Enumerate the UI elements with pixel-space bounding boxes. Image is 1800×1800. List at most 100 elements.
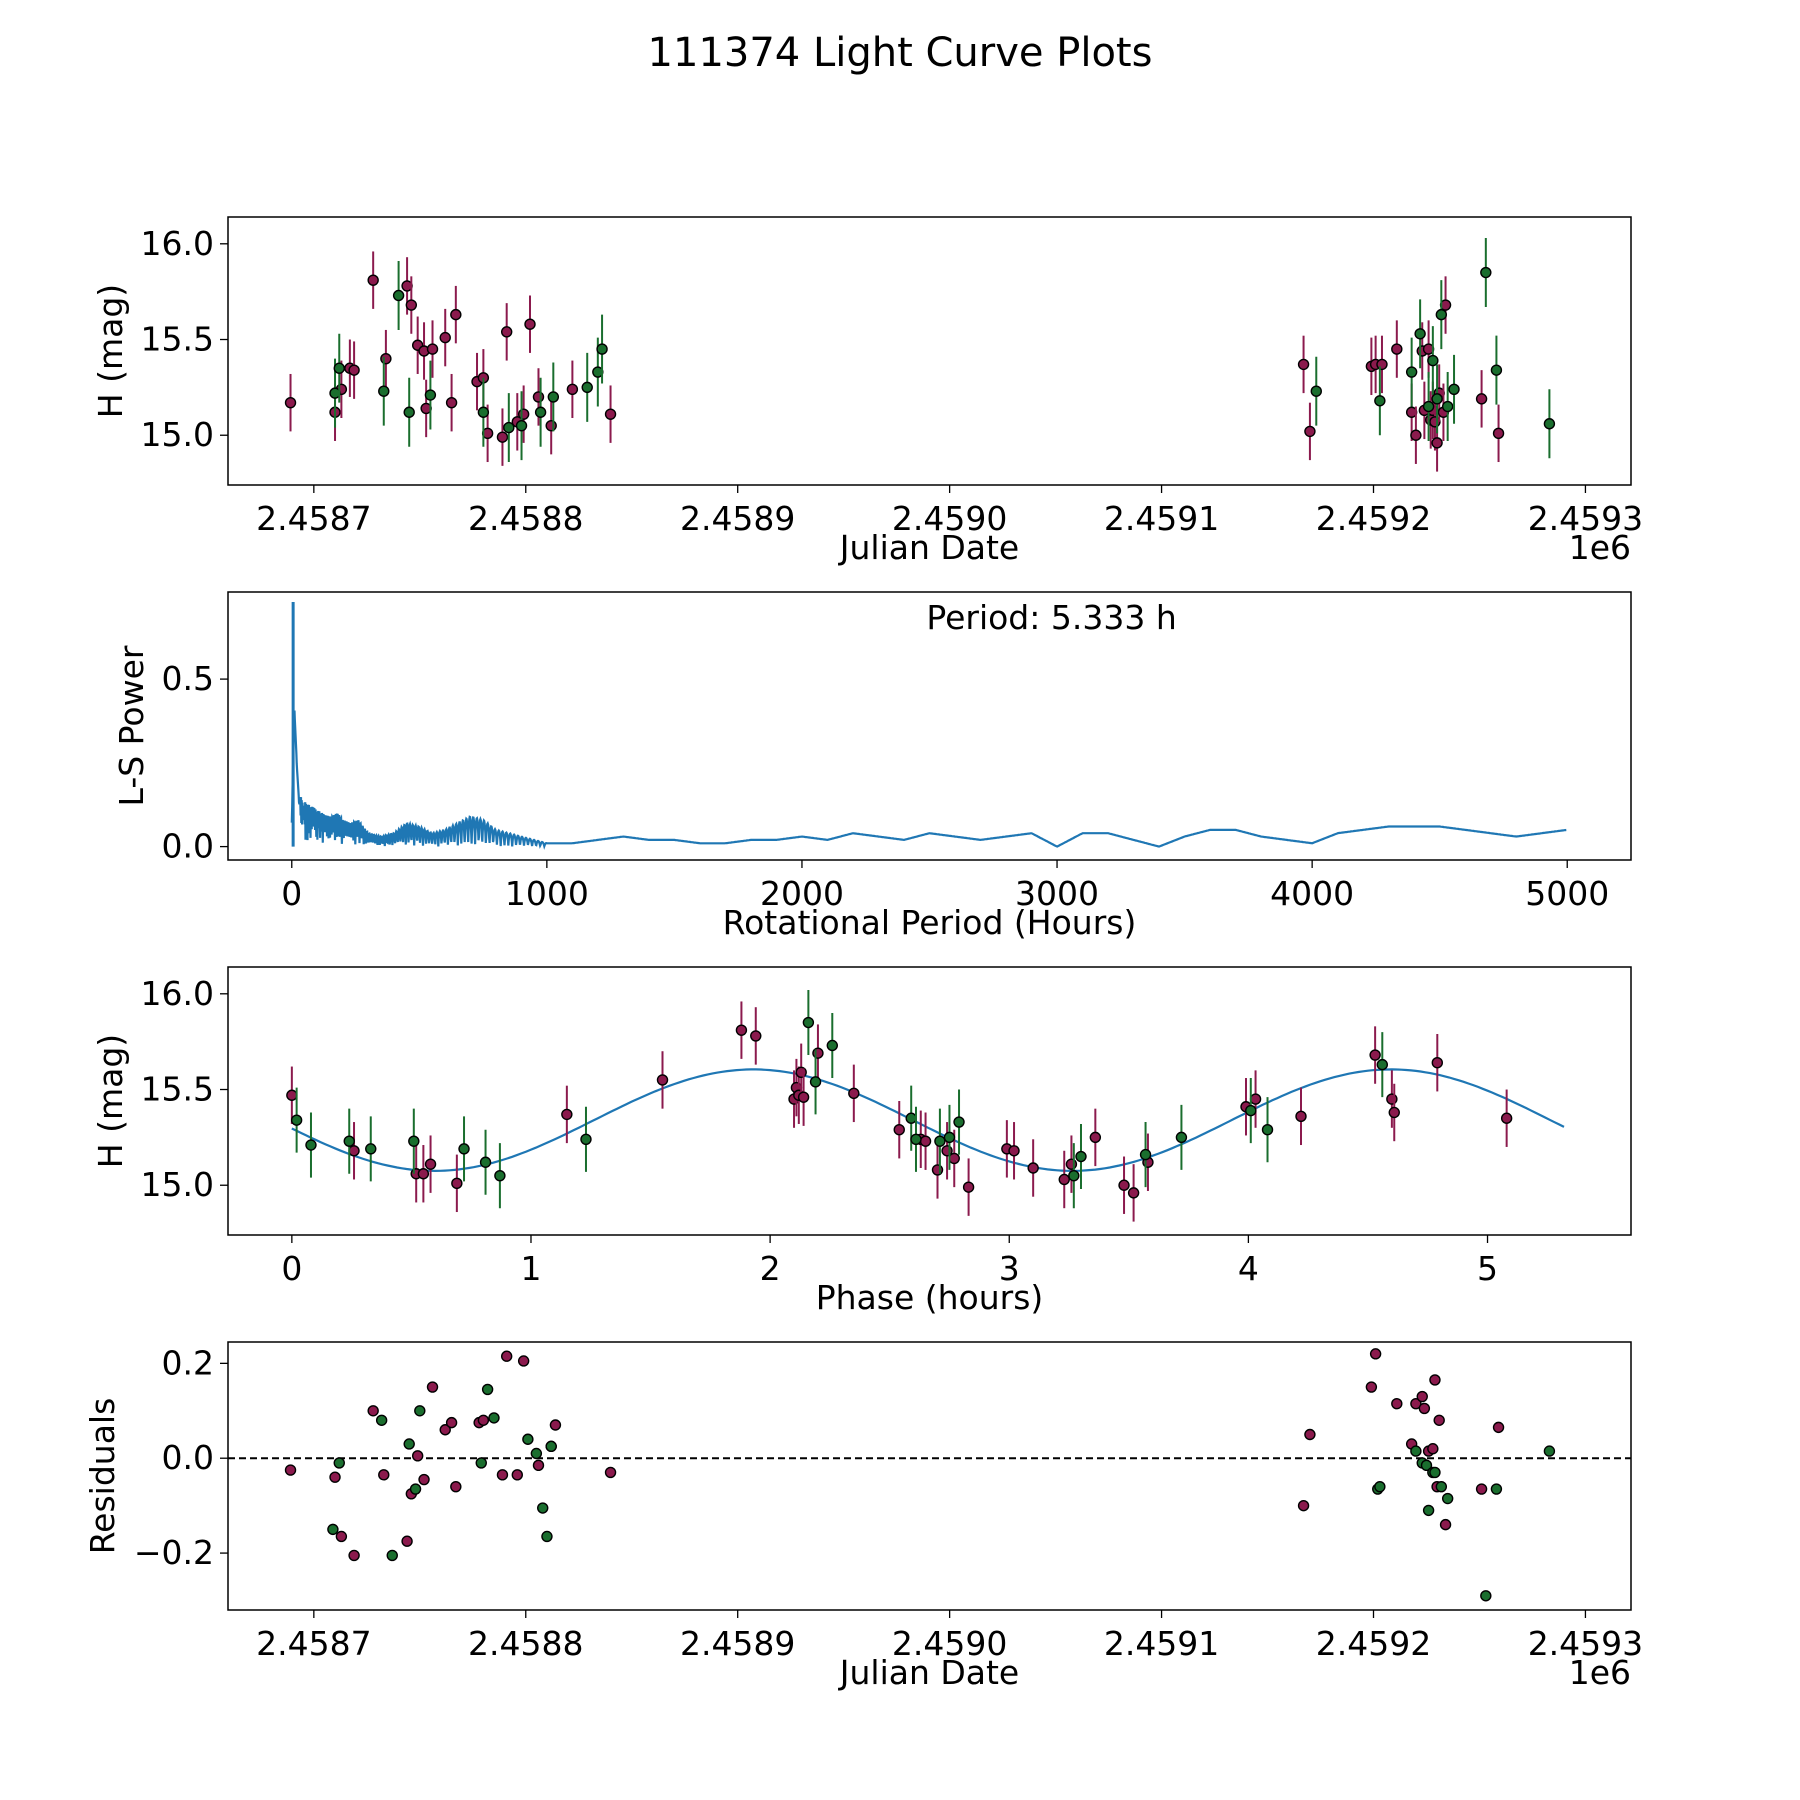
- data-point-green: [910, 1133, 922, 1145]
- data-point-green: [581, 381, 593, 394]
- data-point-red: [496, 431, 509, 443]
- y-tick-label: 15.0: [141, 1165, 214, 1204]
- data-point-green: [479, 1156, 492, 1168]
- plot-area-residuals: [228, 1348, 1631, 1602]
- data-point-red: [1386, 1093, 1398, 1105]
- data-point-green: [1420, 1459, 1433, 1472]
- y-tick-label: 15.5: [141, 320, 214, 359]
- panel-periodogram: 0 1000 2000 3000 4000 5000 0.0 0.5 Rotational Pe…: [112, 591, 1632, 942]
- data-point-red: [378, 1469, 390, 1481]
- data-point-green: [541, 1530, 553, 1543]
- data-point-green: [1410, 1445, 1422, 1457]
- data-point-green: [1175, 1131, 1188, 1144]
- data-point-green: [1490, 1483, 1503, 1495]
- data-point-red: [445, 396, 458, 409]
- data-point-red: [532, 1459, 545, 1472]
- x-tick-label: 4000: [1270, 874, 1354, 913]
- plot-area-periodogram: [290, 602, 1567, 850]
- data-point-green: [408, 1135, 420, 1147]
- y-tick-label: 0.5: [162, 659, 214, 698]
- data-point-green: [1441, 1492, 1454, 1505]
- x-tick-label: 2.4591: [1104, 1624, 1219, 1663]
- data-point-red: [439, 331, 451, 344]
- x-tick-label: 5000: [1525, 874, 1609, 913]
- data-point-green: [1429, 1466, 1441, 1479]
- data-point-red: [1475, 393, 1488, 405]
- data-point-green: [596, 343, 608, 355]
- data-point-green: [1480, 266, 1492, 279]
- y-axis-label: Residuals: [83, 1398, 122, 1555]
- data-point-red: [532, 391, 545, 403]
- x-tick-label: 1: [520, 1249, 541, 1288]
- data-point-red: [1388, 1106, 1400, 1119]
- data-point-green: [1435, 308, 1448, 321]
- data-point-green: [534, 406, 547, 418]
- data-point-red: [848, 1087, 860, 1100]
- x-offset-label: 1e6: [1569, 1653, 1631, 1692]
- data-point-red: [1369, 1348, 1382, 1360]
- y-tick-label: 15.5: [141, 1070, 214, 1109]
- y-axis-label: L-S Power: [112, 645, 151, 806]
- x-tick-label: 0: [281, 874, 302, 913]
- data-point-green: [458, 1143, 470, 1155]
- data-point-green: [414, 1405, 426, 1417]
- data-point-green: [375, 1414, 388, 1426]
- data-point-green: [1431, 393, 1443, 405]
- data-point-red: [451, 1177, 463, 1190]
- data-point-red: [380, 352, 392, 365]
- data-point-red: [1391, 1397, 1403, 1410]
- data-point-green: [378, 385, 390, 397]
- data-point-red: [1410, 1397, 1422, 1410]
- x-tick-label: 4: [1238, 1249, 1259, 1288]
- x-tick-label: 2.4588: [468, 1624, 583, 1663]
- x-tick-label: 3000: [1015, 874, 1099, 913]
- data-point-green: [327, 1523, 339, 1536]
- x-tick-label: 2.4593: [1528, 499, 1643, 538]
- x-tick-label: 3: [999, 1249, 1020, 1288]
- data-point-green: [905, 1112, 917, 1124]
- data-point-red: [511, 1469, 523, 1481]
- data-point-red: [367, 274, 379, 286]
- axes-frame: [227, 966, 1632, 1236]
- data-point-red: [931, 1164, 944, 1176]
- data-point-green: [580, 1133, 592, 1145]
- data-point-red: [417, 1168, 430, 1180]
- data-point-red: [1058, 1173, 1070, 1186]
- data-point-red: [549, 1419, 562, 1431]
- data-point-red: [1391, 343, 1403, 355]
- data-point-green: [365, 1143, 377, 1155]
- data-point-red: [1376, 358, 1388, 371]
- x-axis-label: Julian Date: [838, 528, 1020, 567]
- data-point-red: [1065, 1158, 1078, 1170]
- data-point-red: [919, 1135, 932, 1147]
- data-point-red: [477, 1414, 490, 1426]
- data-point-green: [1435, 1480, 1448, 1493]
- data-point-red: [405, 299, 418, 311]
- data-point-red: [750, 1030, 762, 1042]
- data-point-red: [1304, 1428, 1316, 1441]
- plot-area-lightcurve: [284, 238, 1556, 472]
- data-point-green: [409, 1483, 422, 1495]
- data-point-green: [530, 1447, 543, 1460]
- data-point-red: [566, 383, 579, 395]
- x-tick-label: 2.4592: [1316, 499, 1431, 538]
- y-tick-label: 15.0: [141, 415, 214, 454]
- data-point-red: [450, 308, 462, 321]
- data-point-red: [656, 1074, 669, 1086]
- data-point-green: [809, 1076, 822, 1088]
- data-point-red: [1427, 1443, 1439, 1455]
- data-point-green: [1310, 385, 1322, 397]
- y-tick-label: 0.0: [162, 827, 214, 866]
- data-point-red: [517, 408, 530, 420]
- x-tick-label: 1000: [505, 874, 589, 913]
- data-point-green: [424, 389, 437, 401]
- data-point-green: [1374, 1480, 1386, 1493]
- x-tick-label: 2.4589: [680, 499, 795, 538]
- data-point-red: [348, 364, 360, 376]
- data-point-green: [547, 391, 560, 403]
- x-tick-label: 0: [281, 1249, 302, 1288]
- data-point-green: [515, 419, 528, 432]
- data-point-red: [1431, 437, 1443, 449]
- figure-title: 111374 Light Curve Plots: [648, 30, 1153, 76]
